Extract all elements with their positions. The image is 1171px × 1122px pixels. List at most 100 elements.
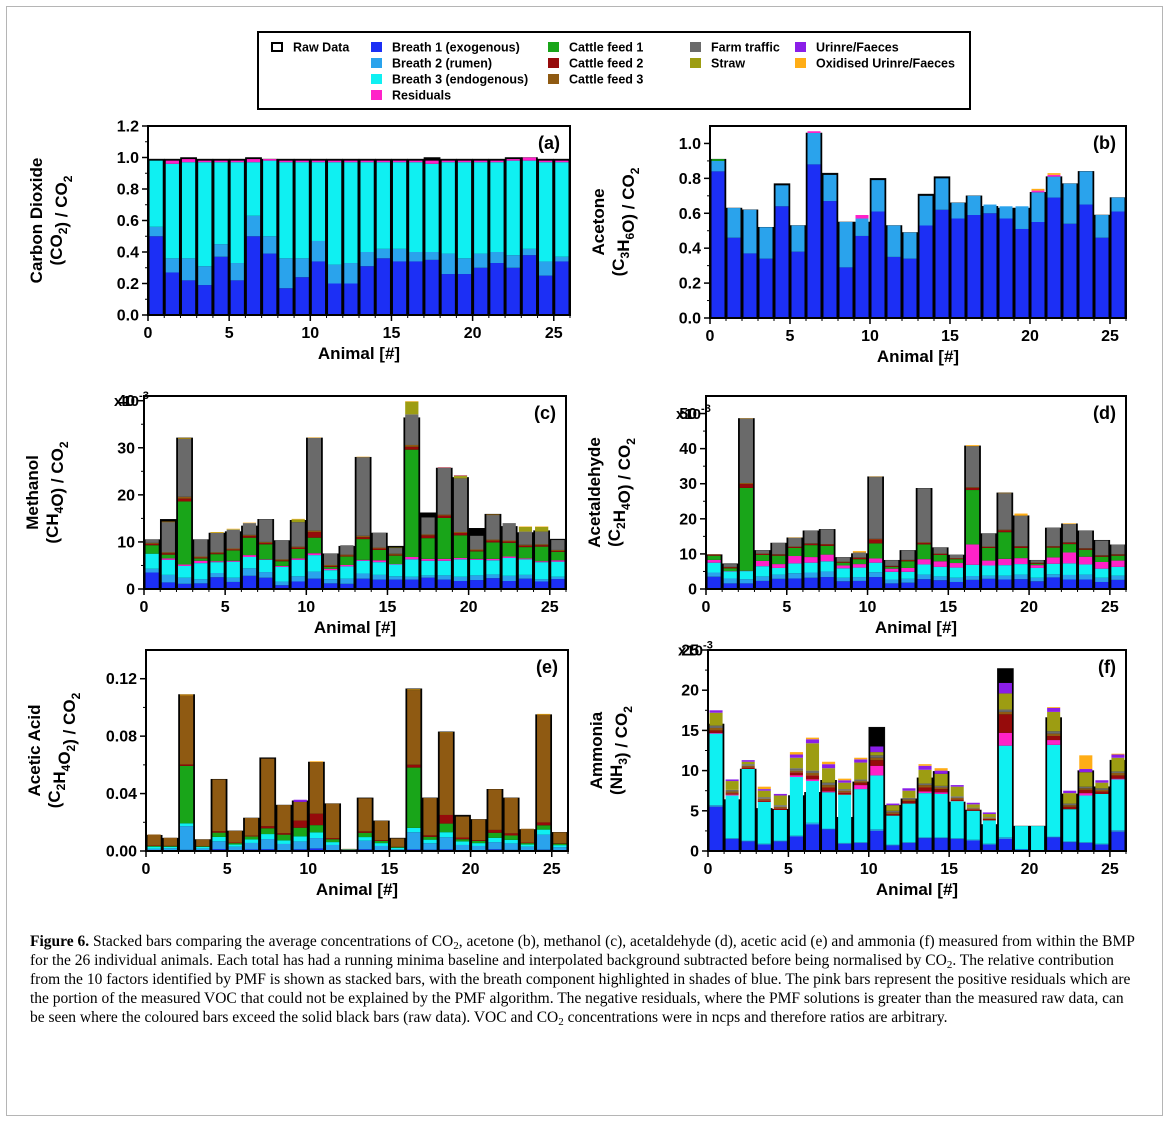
bar-breath-2-rumen [439,837,453,850]
bar-oxidised-urinre-faeces [757,786,771,790]
bar-cattle-feed-2 [1046,546,1060,548]
bar-cattle-feed-1 [340,556,354,565]
x-tick-label: 0 [704,861,713,878]
bar-residuals [725,794,739,796]
bar-farm-traffic [918,783,932,786]
bar-breath-2-rumen [983,204,997,214]
bar-residuals [275,565,289,567]
bar-breath-3-endogenous [149,160,163,227]
bar-cattle-feed-1 [470,551,484,559]
bar-breath-2-rumen [885,579,899,584]
bar-breath-1-exogenous [935,209,949,318]
bar-residuals [486,558,500,561]
bar-cattle-feed-1 [998,532,1012,559]
bar-breath-2-rumen [998,575,1012,580]
bar-farm-traffic [917,488,931,543]
bar-breath-2-rumen [950,838,964,839]
bar-breath-3-endogenous [998,745,1012,838]
bar-cattle-feed-1 [145,545,159,554]
bar-breath-1-exogenous [405,579,419,589]
bar-residuals [279,160,293,163]
bar-breath-3-endogenous [965,564,980,577]
bar-cattle-feed-1 [405,449,419,557]
legend-swatch [690,58,701,68]
legend-item-urinre-faeces: Urinre/Faeces [795,41,899,55]
bar-oxidised-urinre-faeces [789,752,803,755]
bar-cattle-feed-2 [437,515,451,518]
bar-cattle-feed-1 [244,836,259,840]
bar-breath-1-exogenous [1046,577,1060,589]
bar-cattle-feed-3 [502,540,516,542]
bar-cattle-feed-3 [709,727,723,731]
y-tick-label: 15 [681,723,699,740]
bar-cattle-feed-3 [437,514,451,516]
bar-farm-traffic [194,539,208,557]
bar-breath-1-exogenous [1063,842,1077,851]
bar-breath-1-exogenous [535,581,549,589]
bar-breath-1-exogenous [295,277,309,315]
x-tick-label: 25 [1101,861,1119,878]
y-tick-label: 1.0 [679,136,701,153]
bar-residuals [1047,740,1061,745]
bar-breath-1-exogenous [1014,579,1028,589]
bar-cattle-feed-3 [405,444,419,447]
bar-cattle-feed-3 [177,496,192,499]
bar-breath-2-rumen [328,264,342,284]
bar-breath-3-endogenous [982,820,996,844]
bar-straw [982,814,996,818]
bar-oxidised-urinre-faeces [822,761,836,765]
x-tick-label: 25 [541,599,559,616]
bar-residuals [177,564,192,566]
bar-cattle-feed-3 [488,789,502,830]
bar-residuals [789,775,803,778]
bar-residuals [356,559,370,561]
bar-breath-2-rumen [901,578,915,583]
bar-breath-1-exogenous [441,274,455,315]
bar-oxidised-urinre-faeces [407,689,421,690]
bar-breath-3-endogenous [1079,564,1093,575]
bar-breath-2-rumen [727,208,741,238]
bar-breath-3-endogenous [506,160,520,256]
bar-oxidised-urinre-faeces [934,768,948,771]
bar-breath-2-rumen [340,578,354,584]
x-tick-label: 15 [379,599,397,616]
bar-breath-1-exogenous [903,258,917,318]
bar-urinre-faeces [982,812,996,815]
bar-cattle-feed-2 [901,560,915,562]
y-tick-label: 10 [117,534,135,551]
bar-breath-3-endogenous [788,563,802,574]
bar-cattle-feed-3 [307,530,322,533]
bar-residuals [490,160,504,163]
y-tick-label: 30 [679,476,697,493]
bar-breath-2-rumen [1079,171,1093,205]
bar-breath-1-exogenous [869,577,883,589]
y-scale-label: x10-3 [678,640,713,660]
bar-breath-2-rumen [518,574,533,579]
bar-breath-2-rumen [902,842,916,843]
bar-breath-3-endogenous [376,162,390,249]
bar-cattle-feed-2 [520,842,535,844]
bar-cattle-feed-2 [358,831,372,833]
bar-cattle-feed-2 [788,546,802,548]
bar-cattle-feed-2 [1079,789,1093,794]
bar-breath-2-rumen [474,253,488,268]
bar-cattle-feed-2 [1111,554,1125,556]
bar-breath-2-rumen [903,232,917,259]
bar-cattle-feed-2 [1047,736,1061,741]
bar-breath-1-exogenous [165,272,179,315]
bar-cattle-feed-2 [309,813,324,826]
legend-item-breath-1-exogenous: Breath 1 (exogenous) [371,41,520,55]
bar-breath-2-rumen [886,844,900,846]
bar-breath-3-endogenous [886,815,900,845]
bar-breath-1-exogenous [502,580,516,589]
bar-straw [886,805,900,811]
bar-cattle-feed-3 [886,812,900,815]
bar-breath-2-rumen [177,577,192,584]
caption-label: Figure 6. [30,933,90,950]
bar-cattle-feed-3 [407,690,421,765]
bar-farm-traffic [885,560,899,566]
bar-residuals [1014,558,1028,565]
y-axis-label: Acetaldehyde (C2H4O) / CO2 [585,437,638,548]
bar-farm-traffic [822,782,836,786]
